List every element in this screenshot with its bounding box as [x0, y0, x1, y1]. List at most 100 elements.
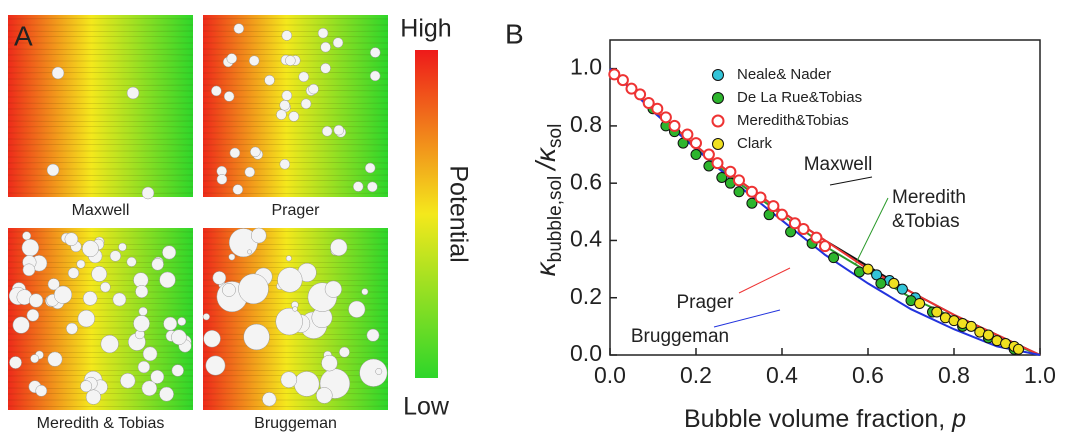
- y-label-denominator: /κ: [530, 146, 561, 172]
- field-line: [202, 393, 389, 395]
- field-line: [202, 48, 389, 50]
- bubble: [262, 392, 277, 407]
- field-line: [7, 138, 194, 140]
- y-tick-label: 0.8: [570, 111, 602, 137]
- data-point: [982, 329, 994, 341]
- curve-label: Maxwell: [804, 154, 873, 175]
- field-line: [202, 120, 389, 122]
- data-point: [746, 197, 758, 209]
- bubble: [222, 283, 236, 297]
- data-point: [871, 269, 883, 281]
- y-tick-label: 0.4: [570, 226, 602, 252]
- field-line: [202, 72, 389, 74]
- bubble: [250, 146, 261, 158]
- y-tick-label: 0.6: [570, 168, 602, 194]
- curve-label: Prager: [676, 292, 734, 313]
- bubble: [171, 329, 187, 346]
- y-tick-label: 1.0: [570, 54, 602, 80]
- field-line: [202, 30, 389, 32]
- data-point: [659, 111, 672, 124]
- map-label: Prager: [271, 202, 320, 219]
- x-tick-label: 0.6: [852, 362, 884, 388]
- data-point: [788, 217, 801, 230]
- map-label: Maxwell: [72, 202, 130, 219]
- data-point: [651, 102, 664, 115]
- bubble: [137, 360, 151, 374]
- bubble: [205, 355, 226, 376]
- data-point: [724, 165, 737, 178]
- y-tick-label: 0.2: [570, 283, 602, 309]
- bubble: [100, 281, 111, 293]
- bubble: [100, 334, 119, 354]
- bubble: [279, 100, 290, 111]
- bubble: [109, 250, 122, 262]
- bubble: [276, 109, 287, 120]
- panel-label: A: [14, 20, 33, 51]
- field-line: [7, 72, 194, 74]
- bubble: [369, 70, 381, 82]
- colorbar-title: Potential: [444, 165, 472, 262]
- bubble: [233, 23, 245, 34]
- bubble: [300, 98, 312, 110]
- data-point: [965, 320, 977, 332]
- field-line: [7, 54, 194, 56]
- bubble: [248, 55, 260, 66]
- bubble: [82, 240, 99, 258]
- bubble: [288, 111, 300, 122]
- bubble: [275, 307, 303, 336]
- x-tick-label: 0.4: [766, 362, 798, 388]
- data-point: [862, 263, 874, 275]
- bubble: [51, 66, 65, 80]
- bubble: [320, 41, 331, 53]
- bubble: [82, 291, 98, 306]
- colorbar-high: High: [400, 15, 451, 43]
- bubble: [47, 278, 60, 291]
- field-line: [7, 66, 194, 68]
- data-point: [828, 252, 840, 264]
- bubble: [317, 27, 329, 39]
- bubble: [293, 371, 320, 397]
- x-tick-label: 0.2: [680, 362, 712, 388]
- field-line: [202, 84, 389, 86]
- bubble: [229, 147, 241, 159]
- bubble: [359, 358, 388, 387]
- bubble: [339, 346, 350, 358]
- bubble: [163, 316, 178, 331]
- bubble: [9, 356, 22, 369]
- bubble: [12, 316, 30, 334]
- bubble: [285, 55, 296, 66]
- bubble: [330, 238, 348, 256]
- bubble: [298, 71, 309, 83]
- bubble: [133, 315, 150, 332]
- bubble: [320, 63, 331, 74]
- bubble: [228, 253, 236, 261]
- legend-marker: [711, 114, 725, 128]
- y-axis-label: κbubble,sol/κsol: [530, 124, 566, 277]
- field-line: [7, 30, 194, 32]
- field-line: [202, 231, 389, 233]
- bubble: [120, 372, 136, 389]
- bubble: [285, 255, 292, 262]
- bubble: [159, 271, 176, 289]
- data-point: [634, 88, 647, 101]
- bubble: [159, 386, 174, 402]
- legend-label: Neale& Nader: [737, 66, 831, 83]
- bubble: [364, 162, 376, 174]
- bubble: [171, 364, 184, 377]
- bubble: [243, 323, 270, 351]
- bubble: [277, 267, 303, 293]
- field-line: [7, 18, 194, 20]
- field-line: [7, 36, 194, 38]
- bubble: [324, 280, 342, 298]
- legend-marker: [712, 69, 724, 81]
- data-point: [754, 191, 767, 204]
- bubble: [118, 242, 127, 252]
- bubble: [85, 389, 102, 405]
- field-line: [202, 138, 389, 140]
- field-line: [202, 18, 389, 20]
- field-line: [202, 333, 389, 335]
- legend-marker: [712, 92, 724, 104]
- bubble: [35, 384, 48, 397]
